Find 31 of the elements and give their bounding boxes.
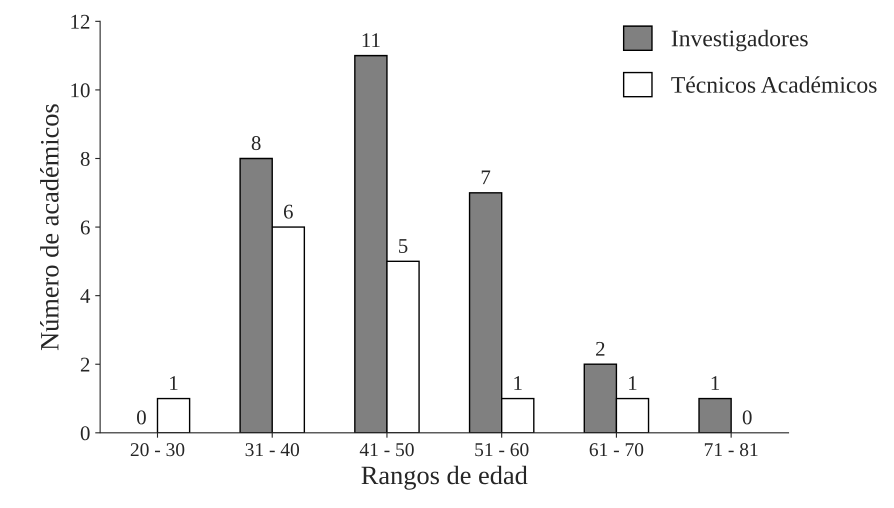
data-label: 1 — [170, 376, 178, 390]
data-label: 0 — [742, 410, 752, 424]
y-axis-title: Número de académicos — [40, 104, 59, 350]
data-label: 1 — [712, 376, 720, 390]
data-label: 6 — [284, 204, 293, 219]
x-axis-title: Rangos de edad — [362, 466, 528, 490]
bar — [698, 398, 732, 433]
data-label: 0 — [137, 410, 146, 424]
y-tick-label: 6 — [80, 220, 90, 235]
x-tick-label: 31 - 40 — [246, 443, 300, 456]
y-tick-label: 2 — [80, 358, 90, 372]
data-label: 7 — [482, 170, 490, 184]
legend-label: Investigadores — [672, 30, 808, 52]
data-label: 11 — [362, 33, 380, 48]
data-label: 8 — [252, 136, 261, 150]
x-tick-label: 41 - 50 — [360, 443, 414, 456]
x-tick-label: 20 - 30 — [130, 443, 184, 456]
x-tick-label: 71 - 81 — [704, 443, 758, 456]
x-tick-label: 61 - 70 — [590, 443, 644, 456]
data-label: 5 — [399, 239, 408, 253]
y-tick-label: 12 — [71, 14, 90, 29]
bar — [156, 398, 190, 433]
x-tick-label: 51 - 60 — [475, 443, 528, 456]
y-tick-label: 4 — [80, 289, 90, 303]
data-label: 1 — [629, 376, 636, 390]
y-tick-label: 8 — [80, 152, 90, 166]
legend-label: Técnicos Académicos — [671, 76, 877, 93]
y-tick-label: 0 — [80, 426, 90, 440]
y-tick-label: 10 — [71, 83, 90, 98]
data-label: 2 — [596, 342, 604, 356]
data-label: 1 — [514, 376, 522, 390]
